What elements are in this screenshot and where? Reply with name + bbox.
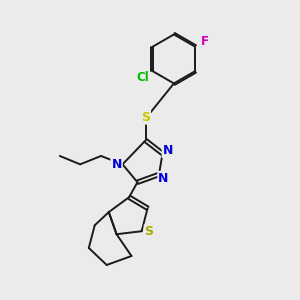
- Text: N: N: [111, 158, 122, 171]
- Text: N: N: [163, 144, 173, 157]
- Text: F: F: [201, 34, 209, 47]
- Text: N: N: [158, 172, 169, 185]
- Text: S: S: [141, 111, 150, 124]
- Text: S: S: [145, 225, 154, 238]
- Text: Cl: Cl: [136, 70, 149, 84]
